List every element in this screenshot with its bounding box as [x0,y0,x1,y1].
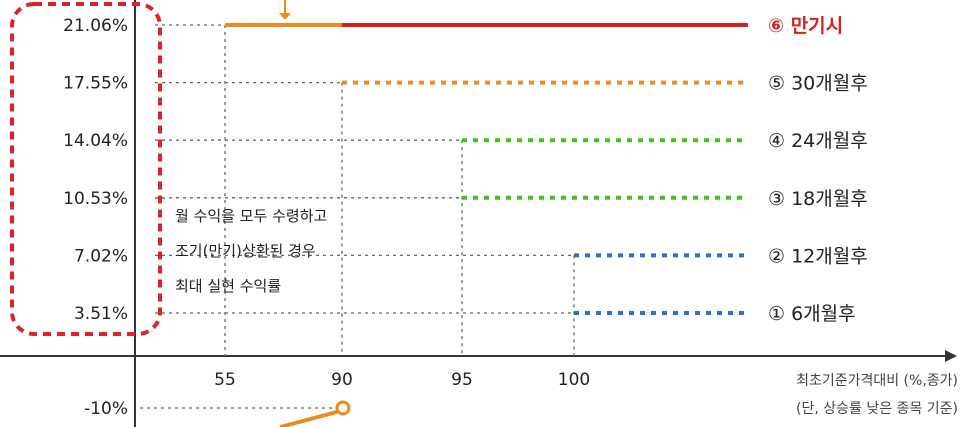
series-label: ⑤ 30개월후 [768,73,868,95]
series-label: ① 6개월후 [768,303,856,325]
x-tick-label: 55 [214,370,236,390]
x-tick-label: 95 [451,370,473,390]
x-axis-arrow [945,350,957,362]
series-label: ④ 24개월후 [768,130,868,152]
series-label: ⑥ 만기시 [768,15,843,37]
annotation-line: 최대 실현 수익률 [175,277,281,295]
y-tick-label: 14.04% [63,131,128,151]
negative-tick-label: -10% [84,399,128,419]
series-label: ③ 18개월후 [768,188,868,210]
y-tick-label: 21.06% [63,16,128,36]
arrow-head [279,13,291,20]
x-axis-label: 최초기준가격대비 (%,종가) [796,373,958,389]
x-tick-label: 100 [558,370,590,390]
annotation-line: 월 수익을 모두 수령하고 [175,207,327,225]
highlight-box [10,2,162,336]
negative-line [279,410,338,427]
annotation-line: 조기(만기)상환된 경우 [175,242,316,260]
x-axis-note: (단, 상승률 낮은 종목 기준) [796,401,958,417]
y-tick-label: 3.51% [74,304,128,324]
x-tick-label: 90 [331,370,353,390]
y-tick-label: 10.53% [63,189,128,209]
negative-marker [335,400,351,416]
y-tick-label: 7.02% [74,246,128,266]
y-tick-label: 17.55% [63,74,128,94]
series-label: ② 12개월후 [768,245,868,267]
